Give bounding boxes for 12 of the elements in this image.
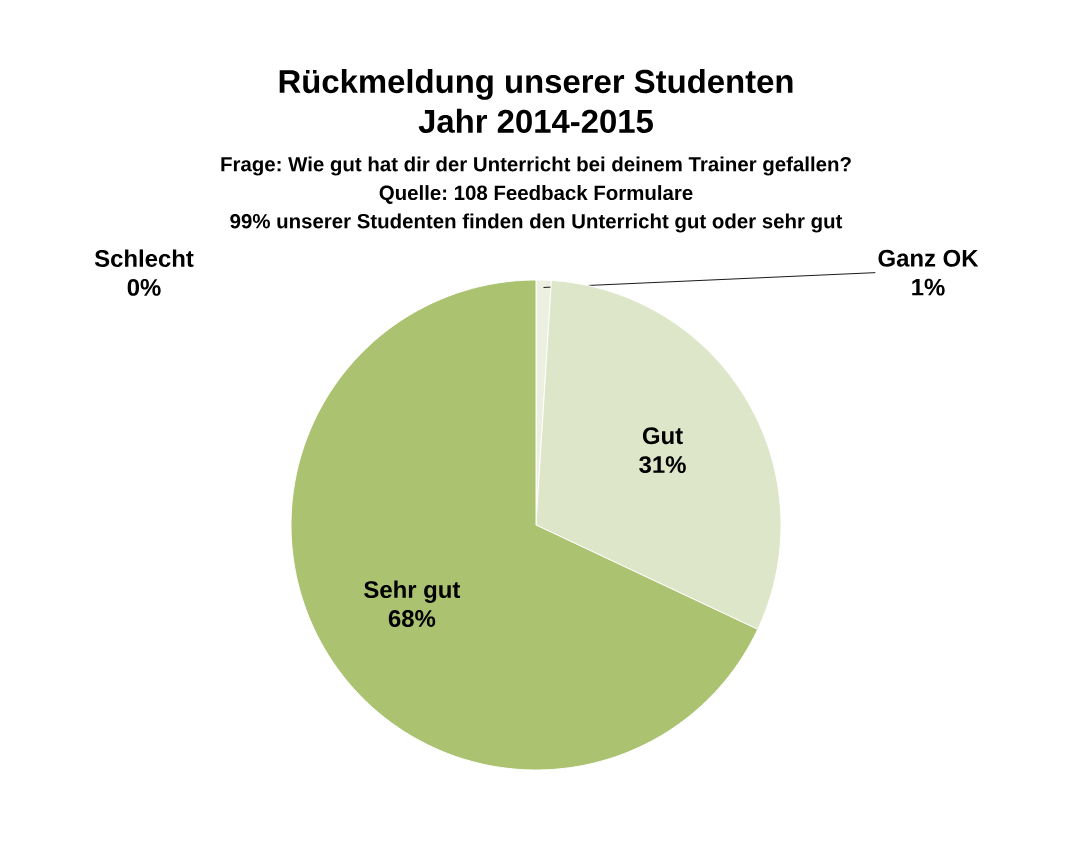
chart-subtitle: Frage: Wie gut hat dir der Unterricht bei deinem Trainer gefallen?: [221, 156, 851, 176]
data-label: 31%: [639, 456, 686, 474]
slice-label: Ganz OK: [878, 249, 979, 267]
data-label: 1%: [912, 278, 945, 296]
category-label: Schlecht: [94, 249, 194, 267]
text: 0%: [127, 278, 161, 296]
slice-label: Gut: [642, 427, 683, 445]
chart-title: Rückmeldung unserer Studenten Jahr 2014-2015: [279, 68, 793, 133]
data-label: 68%: [388, 610, 436, 627]
text: 99% unserer Studenten finden den Unterricht gut oder sehr gut: [230, 213, 843, 233]
slice-label: Sehr gut: [364, 580, 461, 603]
source-note: Quelle: 108 Feedback Formulare: [379, 185, 693, 204]
